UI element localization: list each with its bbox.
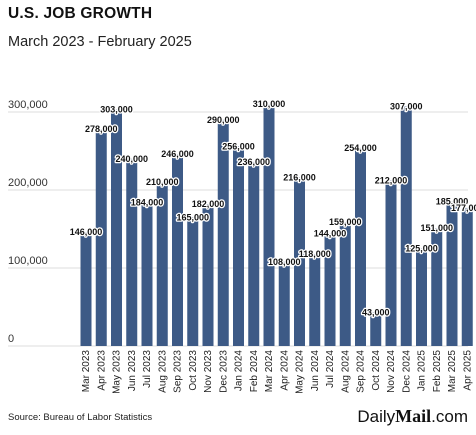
bar: [141, 202, 153, 346]
bar: [400, 106, 412, 346]
x-tick-label: Jan 2024: [234, 350, 245, 392]
x-tick-label: May 2023: [112, 350, 123, 394]
x-tick-label: Dec 2023: [218, 350, 229, 393]
x-tick-label: Feb 2024: [249, 350, 260, 393]
y-tick-label: 0: [8, 333, 14, 345]
x-tick-label: Apr 2023: [96, 350, 107, 391]
x-tick-label: Aug 2023: [157, 350, 168, 393]
bar: [461, 207, 473, 346]
data-label: 165,000: [176, 212, 209, 222]
logo-com: .com: [431, 407, 468, 426]
bar: [416, 248, 427, 346]
data-label: 212,000: [375, 176, 408, 186]
x-tick-label: Feb 2025: [432, 350, 443, 393]
bar: [339, 221, 351, 346]
data-label: 236,000: [237, 157, 270, 167]
x-tick-label: Mar 2024: [264, 350, 275, 393]
bar: [446, 201, 458, 346]
data-label: 307,000: [390, 102, 423, 112]
data-label: 256,000: [222, 141, 255, 151]
data-label: 216,000: [283, 173, 316, 183]
bar-chart: 0 100,000 200,000 300,000 146,000 278,000 303,…: [8, 98, 476, 394]
bar: [126, 158, 138, 346]
bar: [385, 180, 397, 346]
logo-mail: Mail: [395, 406, 432, 426]
data-label: 177,000: [451, 203, 476, 213]
source-note: Source: Bureau of Labor Statistics: [8, 412, 153, 423]
bar: [248, 161, 260, 346]
x-tick-label: Oct 2024: [371, 350, 382, 391]
data-label: 182,000: [192, 199, 225, 209]
x-tick-label: Jul 2024: [325, 350, 336, 388]
data-label: 144,000: [314, 229, 347, 239]
x-tick-label: Nov 2023: [203, 350, 214, 393]
data-label: 310,000: [253, 99, 286, 109]
data-label: 184,000: [131, 197, 164, 207]
data-label: 210,000: [146, 177, 179, 187]
x-tick-label: Dec 2024: [401, 350, 412, 393]
x-tick-label: Oct 2023: [188, 350, 199, 391]
bar: [278, 261, 290, 346]
y-tick-label: 100,000: [8, 255, 48, 267]
x-tick-label: Nov 2024: [386, 350, 397, 393]
x-tick-label: Sep 2024: [356, 350, 367, 393]
chart-title: U.S. JOB GROWTH: [8, 5, 153, 22]
x-tick-label: Jun 2024: [310, 350, 321, 392]
bar: [202, 204, 214, 346]
data-label: 43,000: [362, 307, 390, 317]
bar: [370, 312, 382, 346]
x-tick-label: Sep 2023: [173, 350, 184, 393]
logo-daily: Daily: [357, 407, 396, 426]
x-tick-label: Jun 2023: [127, 350, 138, 392]
chart-subtitle: March 2023 - February 2025: [8, 34, 192, 50]
bar: [263, 104, 275, 346]
bar: [355, 147, 366, 346]
x-tick-label: May 2024: [295, 350, 306, 394]
bar: [324, 233, 336, 346]
bar: [80, 232, 92, 346]
data-label: 151,000: [420, 223, 453, 233]
data-label: 303,000: [100, 105, 133, 115]
data-label: 185,000: [436, 197, 469, 207]
bar: [156, 182, 168, 346]
x-tick-label: Aug 2024: [340, 350, 351, 393]
data-label: 125,000: [405, 244, 438, 254]
data-label: 240,000: [115, 154, 148, 164]
bar: [294, 177, 305, 346]
data-label: 108,000: [268, 257, 301, 267]
data-label: 118,000: [299, 249, 331, 259]
bar: [431, 228, 443, 346]
bar: [95, 129, 107, 346]
bar: [309, 253, 321, 346]
data-label: 246,000: [161, 149, 194, 159]
x-tick-label: Apr 2025: [462, 350, 473, 391]
x-tick-label: Apr 2024: [279, 350, 290, 391]
x-tick-label: Jul 2023: [142, 350, 153, 388]
data-label: 278,000: [85, 124, 118, 134]
bar: [172, 154, 183, 346]
y-tick-label: 300,000: [8, 99, 48, 111]
bar: [111, 109, 122, 346]
dailymail-logo: DailyMail.com: [357, 406, 468, 427]
bar: [217, 119, 229, 346]
data-label: 146,000: [70, 227, 103, 237]
data-label: 254,000: [344, 143, 377, 153]
y-tick-label: 200,000: [8, 177, 48, 189]
x-tick-label: Mar 2025: [447, 350, 458, 393]
bar: [233, 146, 244, 346]
data-label: 159,000: [329, 217, 362, 227]
x-tick-label: Mar 2023: [81, 350, 92, 393]
bar: [187, 217, 199, 346]
data-label: 290,000: [207, 115, 240, 125]
x-tick-label: Jan 2025: [417, 350, 428, 392]
